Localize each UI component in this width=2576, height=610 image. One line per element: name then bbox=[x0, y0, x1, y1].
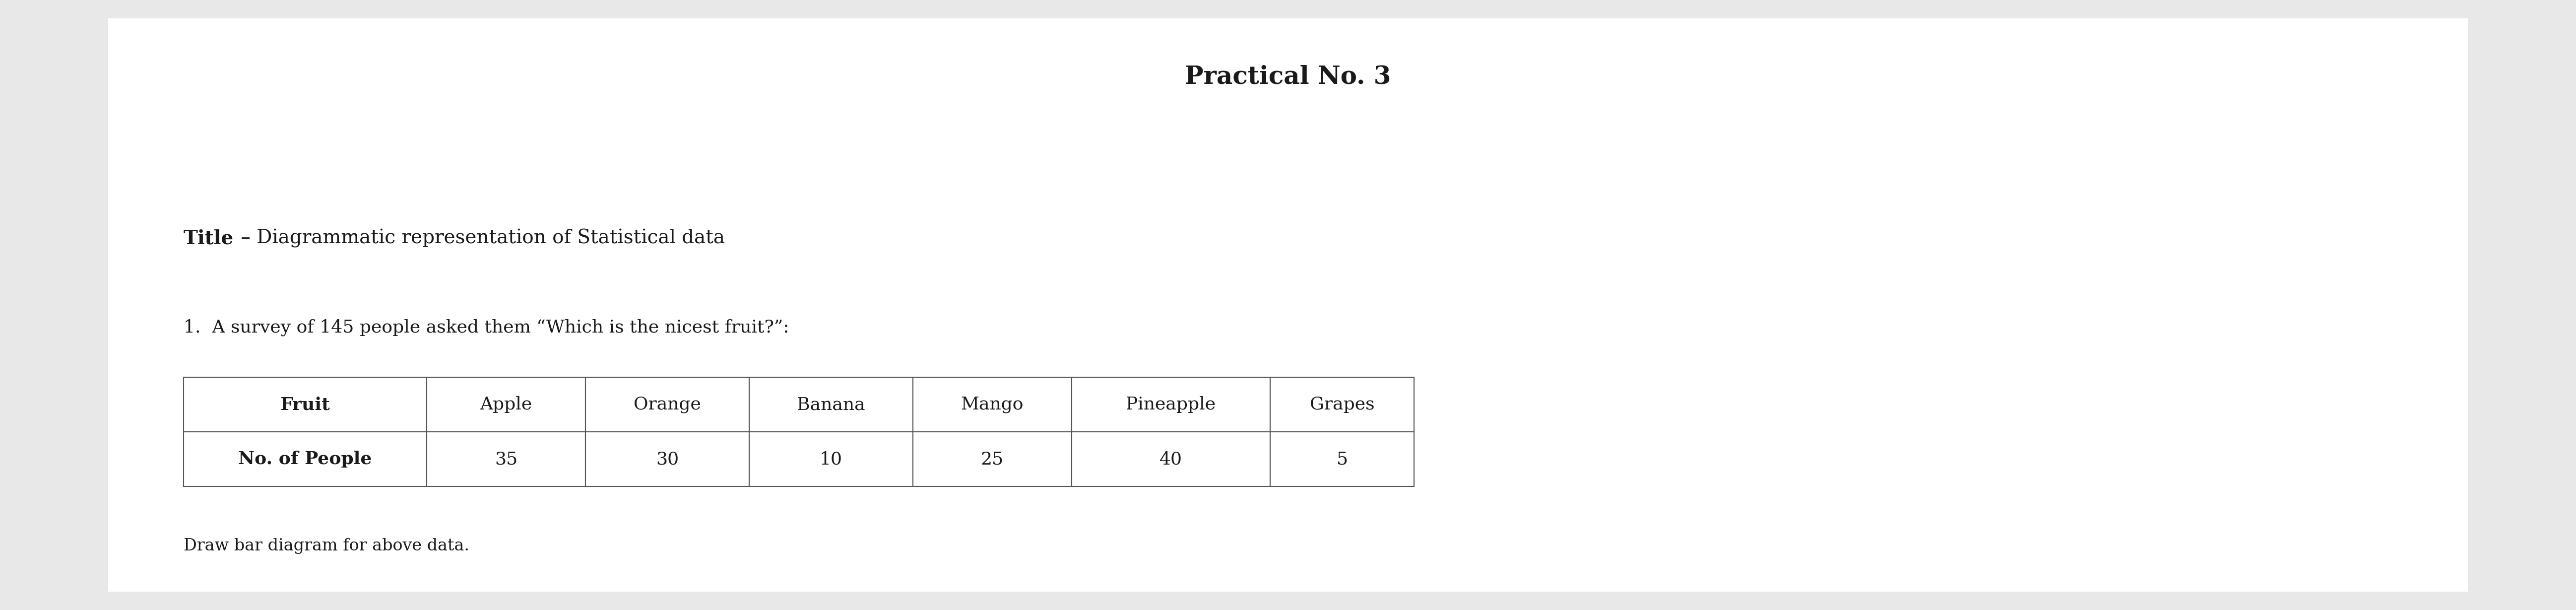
Text: 1.  A survey of 145 people asked them “Which is the nicest fruit?”:: 1. A survey of 145 people asked them “Wh… bbox=[183, 319, 788, 336]
Text: 25: 25 bbox=[981, 451, 1005, 467]
Text: Mango: Mango bbox=[961, 396, 1023, 413]
Text: Banana: Banana bbox=[796, 396, 866, 413]
Bar bbox=[585, 377, 750, 432]
Text: Draw bar diagram for above data.: Draw bar diagram for above data. bbox=[183, 538, 469, 554]
Bar bbox=[183, 377, 428, 432]
Bar bbox=[183, 432, 428, 486]
Bar bbox=[1072, 432, 1270, 486]
Text: Orange: Orange bbox=[634, 396, 701, 413]
Text: Apple: Apple bbox=[479, 396, 533, 413]
Bar bbox=[912, 377, 1072, 432]
Bar bbox=[750, 432, 912, 486]
Bar bbox=[428, 377, 585, 432]
Text: 40: 40 bbox=[1159, 451, 1182, 467]
Bar bbox=[1270, 432, 1414, 486]
Text: 30: 30 bbox=[657, 451, 677, 467]
Text: 5: 5 bbox=[1337, 451, 1347, 467]
Text: Pineapple: Pineapple bbox=[1126, 396, 1216, 413]
Bar bbox=[585, 432, 750, 486]
Text: 10: 10 bbox=[819, 451, 842, 467]
Text: 35: 35 bbox=[495, 451, 518, 467]
Bar bbox=[912, 432, 1072, 486]
Text: Title: Title bbox=[183, 229, 234, 248]
Text: Fruit: Fruit bbox=[281, 396, 330, 413]
Text: Grapes: Grapes bbox=[1309, 396, 1376, 413]
Bar bbox=[428, 432, 585, 486]
Text: – Diagrammatic representation of Statistical data: – Diagrammatic representation of Statist… bbox=[234, 229, 724, 248]
Bar bbox=[750, 377, 912, 432]
Text: No. of People: No. of People bbox=[240, 451, 371, 467]
Text: Practical No. 3: Practical No. 3 bbox=[1185, 65, 1391, 89]
Bar bbox=[1072, 377, 1270, 432]
Bar bbox=[1270, 377, 1414, 432]
